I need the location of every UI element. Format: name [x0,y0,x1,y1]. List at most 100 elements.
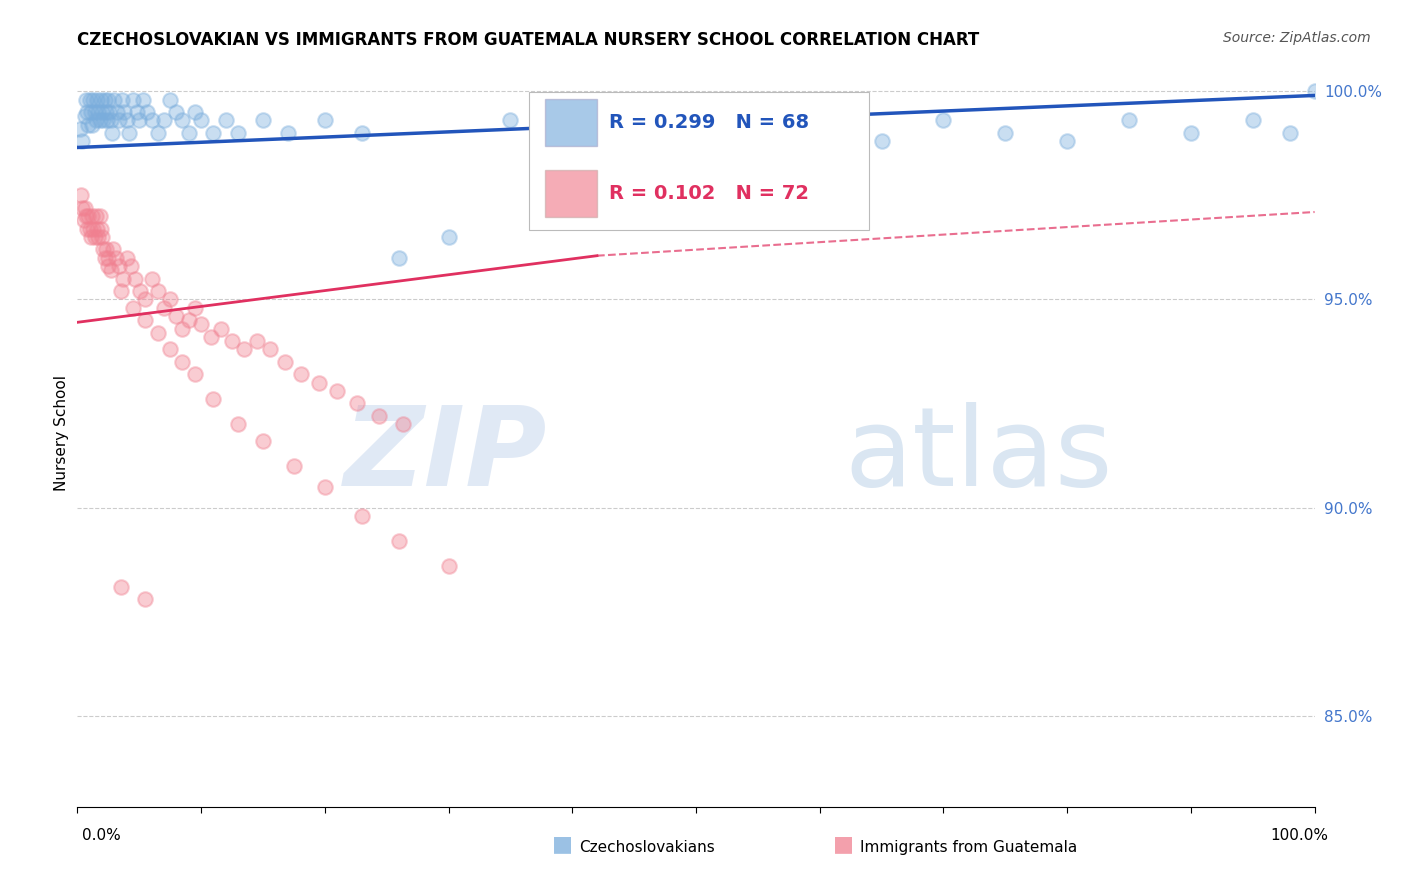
Point [122,301,145,315]
Point [350,508,373,523]
Point [90,93,112,107]
Point [129,284,152,298]
Point [994,126,1017,140]
Point [808,126,831,140]
Point [1278,126,1301,140]
Point [91,105,114,120]
Point [115,251,138,265]
Point [97,259,120,273]
Point [72,201,94,215]
Point [165,105,187,120]
Point [86,93,108,107]
Point [1056,134,1078,148]
Point [290,368,312,382]
Point [73,201,96,215]
Point [79,93,101,107]
FancyBboxPatch shape [546,170,598,217]
Point [283,458,305,473]
Point [233,343,256,357]
Point [98,105,121,120]
Point [177,313,200,327]
Point [141,271,163,285]
Point [391,417,413,432]
Point [93,93,115,107]
Point [1180,126,1202,140]
Point [172,113,194,128]
Point [184,368,207,382]
Point [128,113,150,128]
Point [274,355,297,369]
Point [80,105,103,120]
Point [135,105,157,120]
Point [90,221,112,235]
Point [184,105,207,120]
Point [82,221,104,235]
Point [82,118,104,132]
Point [125,105,148,120]
Point [202,392,225,407]
Point [91,243,114,257]
Point [209,321,232,335]
Point [1118,113,1140,128]
Point [110,580,132,594]
Point [76,105,98,120]
Point [94,105,117,120]
Point [93,251,115,265]
Point [326,384,349,398]
Point [115,113,138,128]
Point [112,105,135,120]
Text: Czechoslovakians: Czechoslovakians [579,839,716,855]
Point [79,221,101,235]
Point [246,334,269,348]
Point [83,105,105,120]
Point [141,113,163,128]
Point [499,113,522,128]
Point [165,309,187,323]
Point [87,105,110,120]
Point [84,209,107,223]
Point [80,230,103,244]
Text: 0.0%: 0.0% [82,828,121,843]
Text: CZECHOSLOVAKIAN VS IMMIGRANTS FROM GUATEMALA NURSERY SCHOOL CORRELATION CHART: CZECHOSLOVAKIAN VS IMMIGRANTS FROM GUATE… [77,31,980,49]
Point [190,113,212,128]
Point [75,209,97,223]
Point [932,113,955,128]
Point [76,221,98,235]
FancyBboxPatch shape [546,99,598,145]
Point [108,259,131,273]
Point [124,271,146,285]
Point [103,243,125,257]
Point [83,230,105,244]
Text: R = 0.299   N = 68: R = 0.299 N = 68 [609,113,810,132]
Point [177,126,200,140]
Point [82,209,104,223]
Point [108,113,131,128]
Point [200,330,222,344]
Point [134,592,156,607]
Point [69,121,91,136]
Point [75,93,97,107]
Text: 100.0%: 100.0% [1271,828,1329,843]
Point [77,209,100,223]
Point [350,126,373,140]
Point [685,113,707,128]
Point [94,243,117,257]
Text: Immigrants from Guatemala: Immigrants from Guatemala [860,839,1078,855]
Point [77,118,100,132]
Point [70,188,93,202]
Point [346,396,368,410]
Point [146,326,169,340]
Point [86,221,108,235]
Point [1303,84,1326,98]
Point [91,113,114,128]
Point [72,134,94,148]
Point [100,113,122,128]
Point [190,318,212,332]
Point [870,134,893,148]
Point [111,93,134,107]
Point [146,126,169,140]
Point [97,93,120,107]
Point [134,313,156,327]
Point [120,259,142,273]
Point [87,230,110,244]
